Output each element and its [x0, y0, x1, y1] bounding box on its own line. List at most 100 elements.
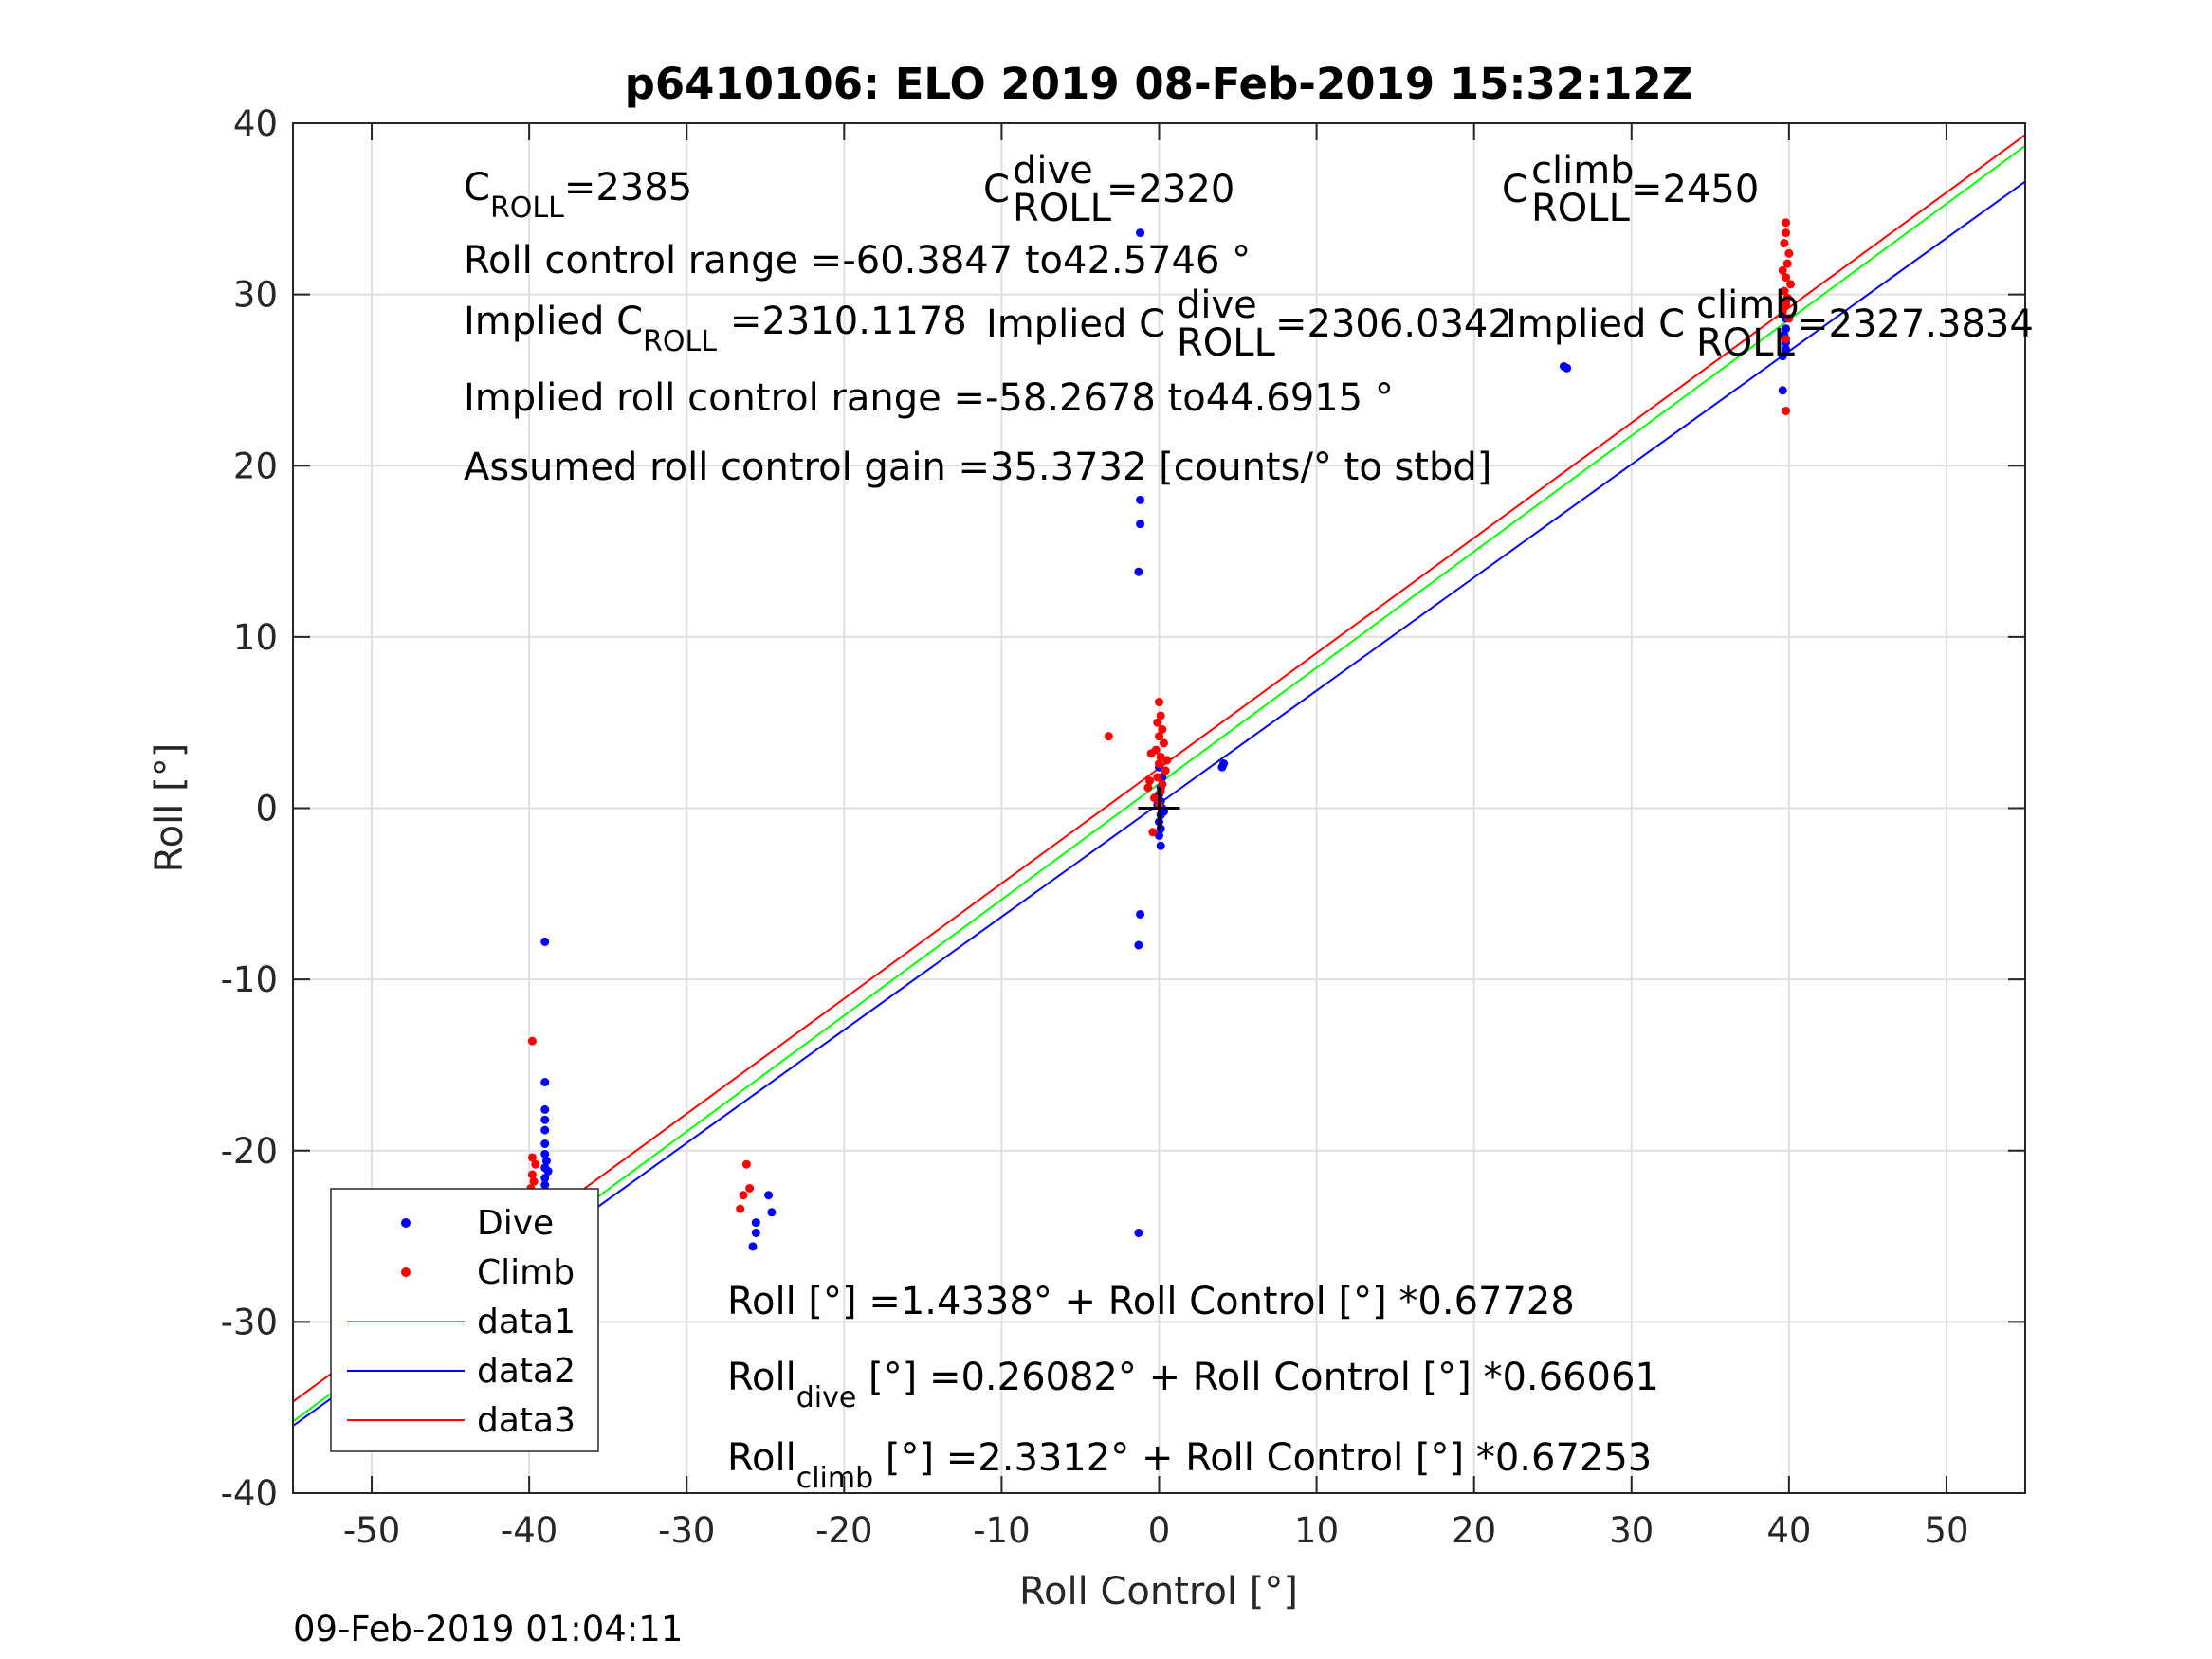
x-tick-label: 40: [1766, 1510, 1811, 1551]
y-tick-label: -30: [221, 1302, 278, 1342]
climb-point: [1155, 698, 1163, 707]
dive-point: [1136, 520, 1145, 529]
dive-point: [541, 1157, 551, 1166]
dive-point: [1778, 386, 1787, 395]
legend-marker-climb: [401, 1267, 411, 1277]
climb-point: [1150, 793, 1160, 803]
annotation-implied-c-roll-climb: Implied C: [1506, 302, 1685, 346]
c-roll-value: =2385: [564, 166, 692, 210]
dive-point: [540, 937, 550, 946]
c-roll-climb-base: C: [1502, 168, 1528, 211]
dive-point: [1219, 759, 1229, 769]
climb-point: [1786, 280, 1796, 289]
legend-label-dive: Dive: [477, 1204, 554, 1243]
dive-point: [540, 1174, 550, 1183]
climb-point: [1782, 406, 1791, 415]
annotation-implied-c-roll: Implied CROLL =2310.1178: [464, 300, 967, 358]
climb-point: [529, 1176, 539, 1186]
dive-point: [540, 1149, 550, 1158]
fit-climb-value: [°] =2.3312° + Roll Control [°] *0.67253: [873, 1436, 1652, 1480]
dive-point: [767, 1208, 777, 1217]
x-tick-label: -30: [658, 1510, 715, 1551]
annotation-roll-control-range: Roll control range =-60.3847 to42.5746 °: [464, 239, 1251, 283]
dive-point: [540, 1180, 550, 1190]
climb-point: [1782, 300, 1791, 309]
climb-point: [1782, 259, 1792, 268]
climb-point: [1153, 718, 1162, 727]
climb-point: [1784, 248, 1794, 258]
climb-point: [527, 1153, 537, 1162]
x-tick-label: -20: [815, 1510, 872, 1551]
annotation-c-roll-climb: C: [1502, 168, 1528, 211]
dive-point: [764, 1191, 774, 1200]
y-tick-label: 30: [233, 275, 278, 316]
climb-point: [1156, 752, 1165, 761]
annotation-fit-dive: Rolldive [°] =0.26082° + Roll Control [°…: [727, 1356, 1659, 1414]
legend-box: [330, 1188, 599, 1452]
annotation-implied-range: Implied roll control range =-58.2678 to4…: [464, 376, 1394, 420]
annotation-c-roll-climb-sup: climb: [1531, 149, 1635, 192]
x-tick-label: 20: [1452, 1510, 1496, 1551]
climb-point: [1162, 756, 1172, 765]
climb-point: [1104, 732, 1113, 741]
climb-point: [1159, 738, 1168, 748]
fit-dive-sub: dive: [796, 1381, 857, 1414]
climb-point: [741, 1159, 751, 1169]
dive-point: [748, 1242, 758, 1251]
climb-point: [1778, 307, 1787, 317]
implied-c-roll-value: =2310.1178: [730, 300, 967, 343]
dive-point: [1155, 830, 1163, 840]
climb-point: [1143, 783, 1153, 793]
annotation-implied-c-roll-climb-value: =2327.3834: [1797, 302, 2034, 346]
y-tick-label: -20: [221, 1131, 278, 1172]
y-tick-label: 0: [255, 789, 278, 830]
dive-point: [540, 1104, 550, 1114]
climb-point: [736, 1204, 745, 1213]
annotation-fit-climb: Rollclimb [°] =2.3312° + Roll Control [°…: [727, 1436, 1652, 1495]
climb-point: [1782, 273, 1791, 283]
annotation-implied-c-roll-dive: Implied C: [986, 302, 1165, 346]
x-axis-label: Roll Control [°]: [1019, 1570, 1298, 1613]
dive-point: [1134, 940, 1143, 950]
chart-title: p6410106: ELO 2019 08-Feb-2019 15:32:12Z: [625, 59, 1693, 109]
climb-point: [1782, 293, 1792, 302]
x-tick-label: 50: [1924, 1510, 1968, 1551]
x-tick-label: -50: [343, 1510, 400, 1551]
dive-point: [543, 1166, 553, 1176]
implied-c-roll-prefix: Implied C: [464, 300, 643, 343]
annotation-implied-c-roll-dive-value: =2306.0342: [1275, 302, 1512, 346]
y-axis-label: Roll [°]: [148, 743, 192, 873]
legend-label-data1: data1: [477, 1303, 576, 1341]
legend-marker-dive: [401, 1218, 411, 1228]
dive-point: [540, 1139, 550, 1149]
dive-point: [1136, 228, 1145, 238]
c-roll-sub: ROLL: [490, 191, 564, 225]
dive-point: [540, 1125, 550, 1135]
climb-point: [1158, 724, 1167, 734]
c-roll-dive-base: C: [983, 168, 1010, 211]
dive-point: [751, 1228, 760, 1237]
climb-point: [1156, 711, 1165, 720]
x-tick-label: 10: [1294, 1510, 1339, 1551]
fit-dive-value: [°] =0.26082° + Roll Control [°] *0.6606…: [856, 1356, 1659, 1399]
y-tick-label: -10: [221, 959, 278, 1000]
x-tick-label: -40: [501, 1510, 558, 1551]
annotation-c-roll-dive: C: [983, 168, 1010, 211]
dive-point: [540, 1078, 550, 1086]
climb-point: [1780, 238, 1789, 247]
climb-point: [1782, 228, 1791, 238]
climb-point: [1153, 773, 1162, 782]
x-tick-label: 0: [1148, 1510, 1171, 1551]
dive-point: [1563, 363, 1572, 373]
annotation-c-roll: CROLL=2385: [464, 166, 692, 225]
annotation-implied-c-roll-dive-sub: ROLL: [1177, 321, 1276, 365]
climb-point: [1155, 759, 1163, 769]
climb-point: [745, 1183, 755, 1193]
fit-dive-prefix: Roll: [727, 1356, 796, 1399]
fit-climb-sub: climb: [796, 1462, 873, 1495]
climb-point: [1146, 749, 1156, 758]
climb-point: [527, 1036, 537, 1046]
dive-point: [1782, 344, 1791, 354]
x-tick-label: -10: [973, 1510, 1030, 1551]
